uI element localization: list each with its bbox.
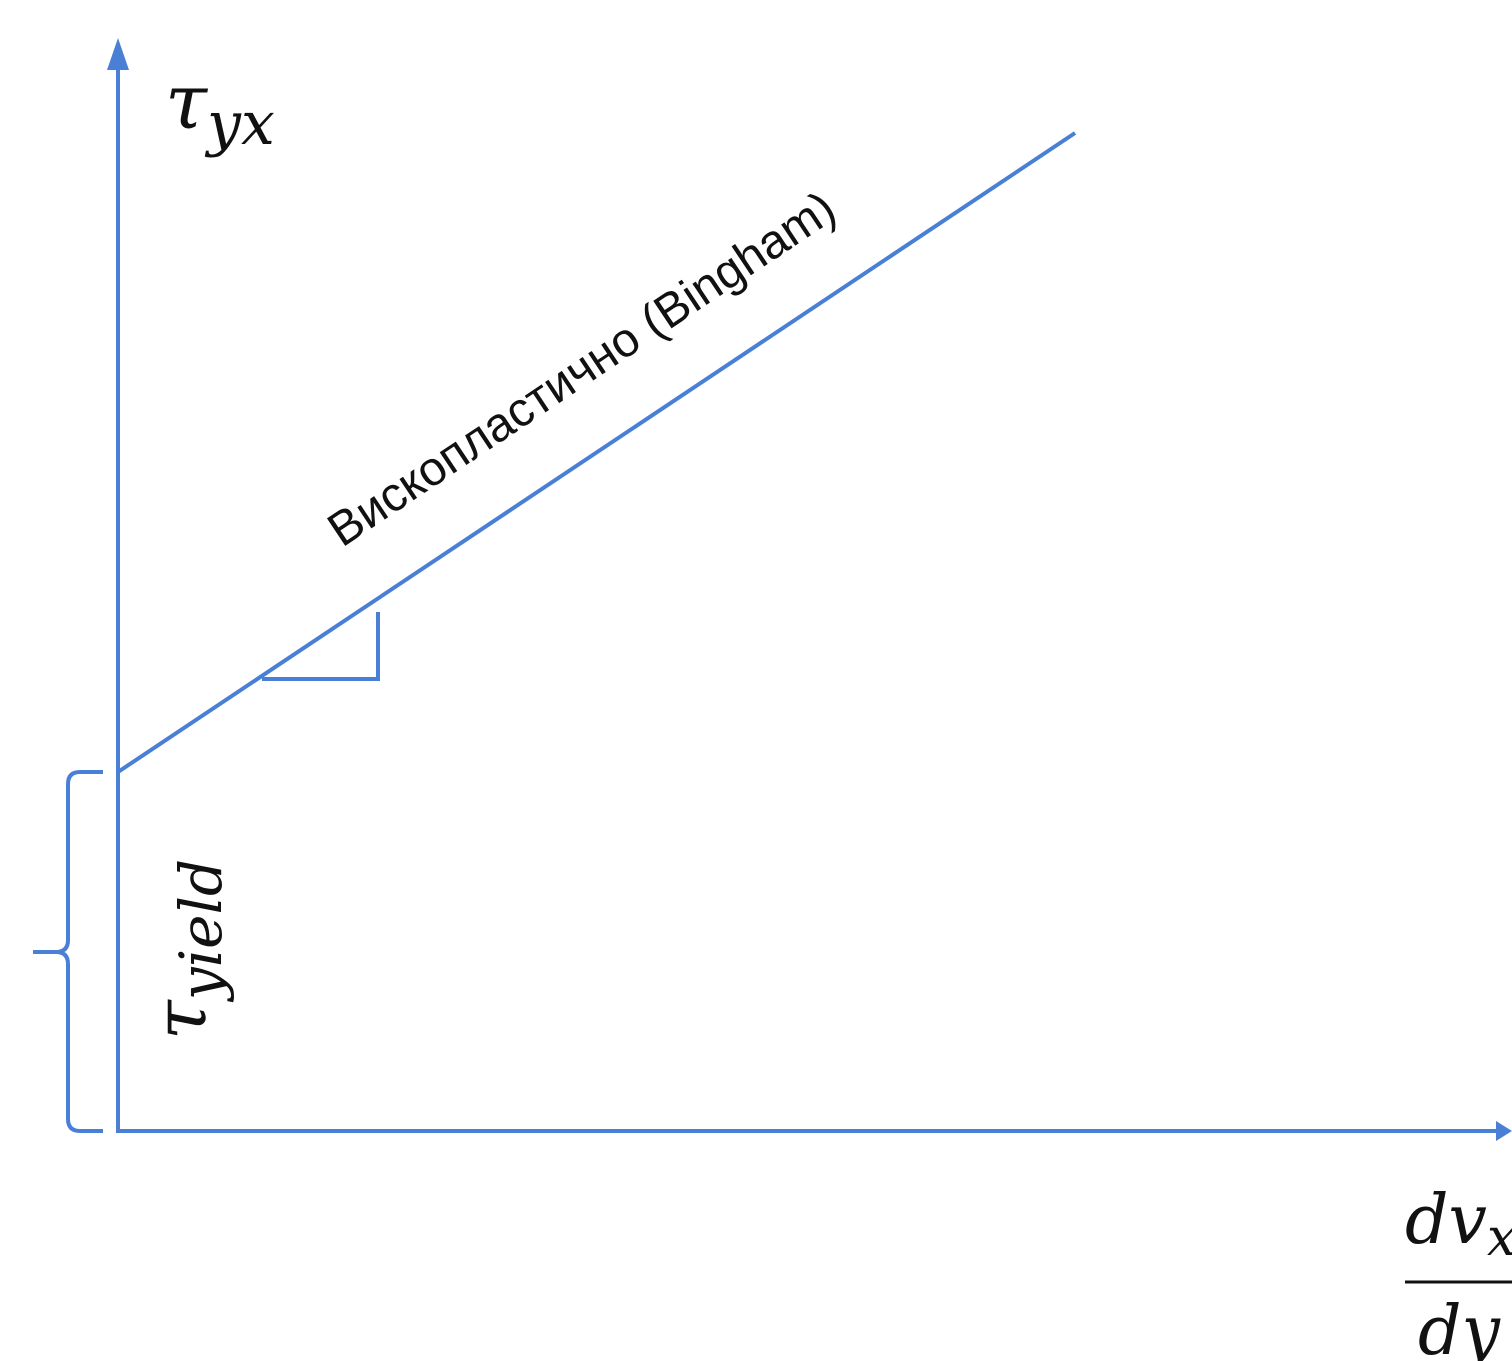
slope-triangle (262, 612, 380, 681)
y-axis-label-subscript: yx (204, 89, 275, 159)
yield-label-subscript: yield (167, 859, 235, 1003)
y-axis-label-symbol: τ (165, 57, 209, 146)
x-axis-label-denominator: dy (1418, 1292, 1502, 1361)
x-axis-arrowhead (1496, 1121, 1512, 1141)
y-axis-label: τyx (165, 57, 275, 159)
yield-label-symbol: τ (138, 999, 222, 1040)
yield-label: τyield (138, 859, 235, 1040)
y-axis-arrowhead (107, 38, 129, 70)
bingham-line (116, 131, 1077, 774)
x-axis-label-numerator-main: dv (1405, 1181, 1487, 1260)
x-axis-label-numerator-subscript: x (1487, 1208, 1512, 1268)
x-axis-label-numerator: dvx (1405, 1181, 1512, 1268)
yield-brace (33, 770, 103, 1133)
bingham-line-label: Вископластично (Bingham) (319, 182, 846, 558)
